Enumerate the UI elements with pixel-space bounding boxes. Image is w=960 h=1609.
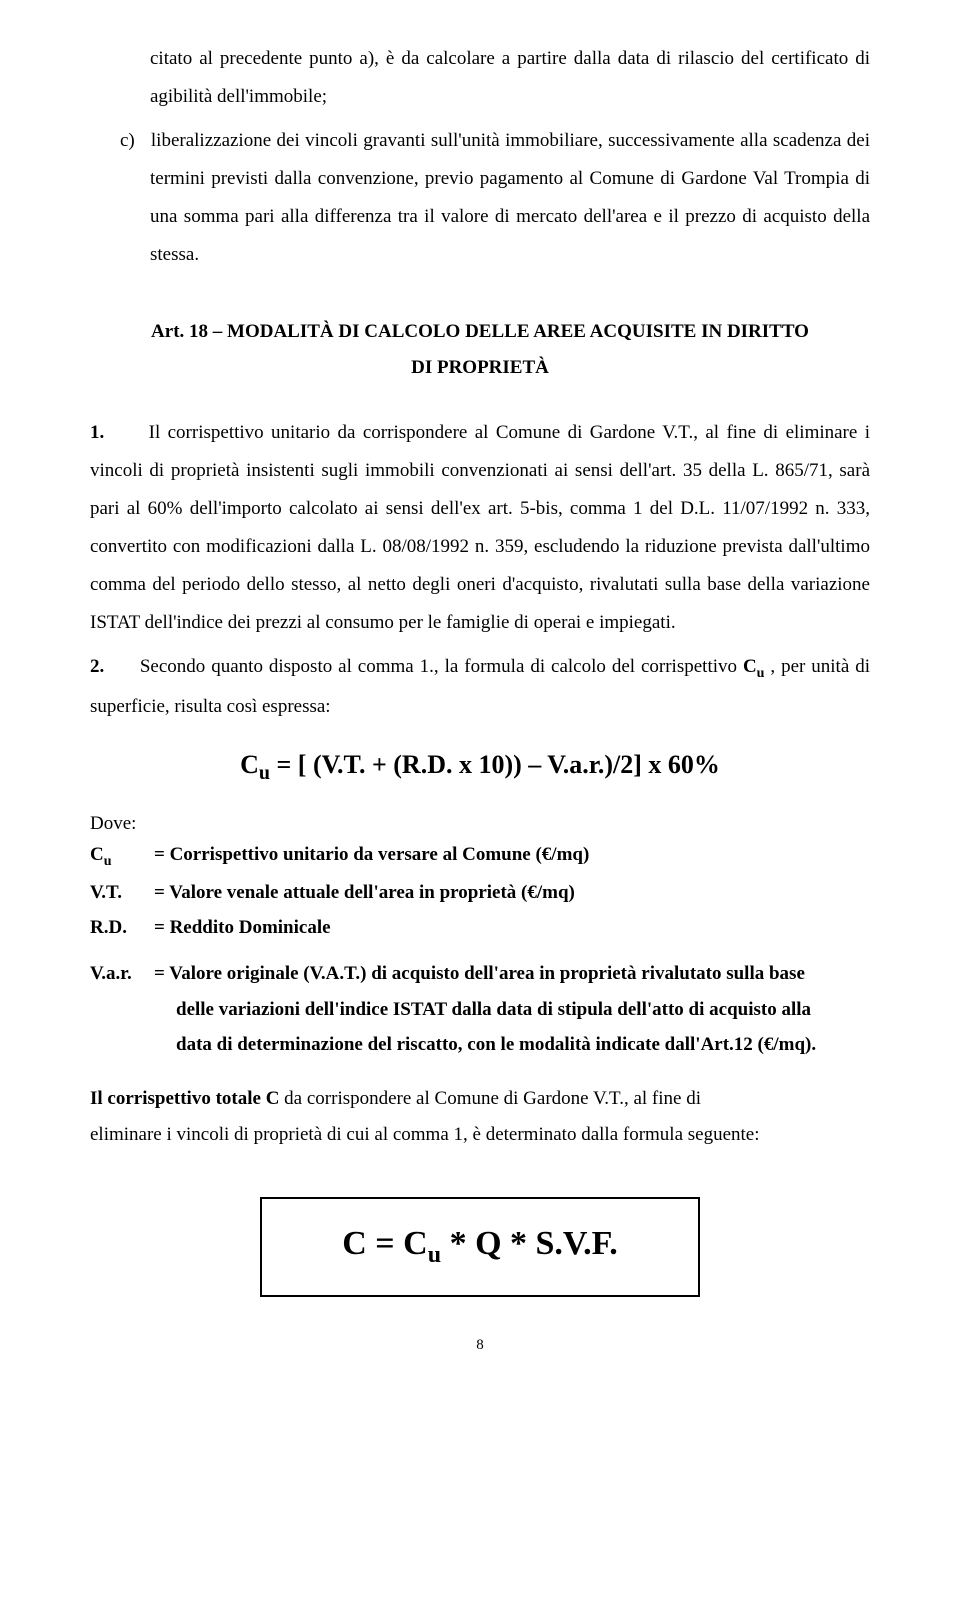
def-var-cont1: delle variazioni dell'indice ISTAT dalla…: [90, 994, 870, 1026]
heading-line2: DI PROPRIETÀ: [411, 357, 549, 378]
paragraph-2: 2. Secondo quanto disposto al comma 1., …: [90, 648, 870, 726]
def-cu-text: = Corrispettivo unitario da versare al C…: [154, 844, 589, 865]
list-marker-c: c): [120, 130, 135, 151]
para1-number: 1.: [90, 422, 104, 443]
closing-rest1: da corrispondere al Comune di Gardone V.…: [279, 1088, 701, 1109]
def-vt-term: V.T.: [90, 877, 154, 909]
closing-rest2: eliminare i vincoli di proprietà di cui …: [90, 1124, 760, 1145]
dove-label: Dove:: [90, 813, 870, 835]
def-cu-term: Cu: [90, 839, 154, 874]
closing-bold: Il corrispettivo totale C: [90, 1088, 279, 1109]
heading-line1: Art. 18 – MODALITÀ DI CALCOLO DELLE AREE…: [151, 321, 809, 342]
formula1-rest: = [ (V.T. + (R.D. x 10)) – V.a.r.)/2] x …: [270, 750, 720, 779]
formula1-sub: u: [259, 762, 270, 784]
closing-para: Il corrispettivo totale C da corrisponde…: [90, 1081, 870, 1153]
list-item-c: c) liberalizzazione dei vincoli gravanti…: [90, 122, 870, 274]
para2-text-a: Secondo quanto disposto al comma 1., la …: [140, 656, 743, 677]
para1-text: Il corrispettivo unitario da corrisponde…: [90, 422, 870, 633]
formula-total: C = Cu * Q * S.V.F.: [260, 1197, 700, 1297]
def-rd-text: = Reddito Dominicale: [154, 917, 331, 938]
def-rd: R.D.= Reddito Dominicale: [90, 912, 870, 944]
para2-number: 2.: [90, 656, 104, 677]
formula2-sub: u: [428, 1242, 441, 1268]
paragraph-1: 1. Il corrispettivo unitario da corrispo…: [90, 414, 870, 642]
article-heading: Art. 18 – MODALITÀ DI CALCOLO DELLE AREE…: [90, 314, 870, 386]
def-vt-text: = Valore venale attuale dell'area in pro…: [154, 882, 575, 903]
page-number: 8: [90, 1337, 870, 1354]
def-rd-term: R.D.: [90, 912, 154, 944]
para2-cu: C: [743, 656, 757, 677]
def-var-cont2: data di determinazione del riscatto, con…: [90, 1029, 870, 1061]
def-var: V.a.r.= Valore originale (V.A.T.) di acq…: [90, 958, 870, 990]
formula-cu: Cu = [ (V.T. + (R.D. x 10)) – V.a.r.)/2]…: [90, 750, 870, 785]
def-var-text: = Valore originale (V.A.T.) di acquisto …: [154, 963, 805, 984]
formula2-a: C = C: [342, 1225, 427, 1262]
formula1-c: C: [240, 750, 259, 779]
formula2-b: * Q * S.V.F.: [441, 1225, 618, 1262]
def-cu: Cu= Corrispettivo unitario da versare al…: [90, 839, 870, 874]
intro-continuation: citato al precedente punto a), è da calc…: [90, 40, 870, 116]
def-var-term: V.a.r.: [90, 958, 154, 990]
list-text-c: liberalizzazione dei vincoli gravanti su…: [150, 130, 870, 265]
def-vt: V.T.= Valore venale attuale dell'area in…: [90, 877, 870, 909]
